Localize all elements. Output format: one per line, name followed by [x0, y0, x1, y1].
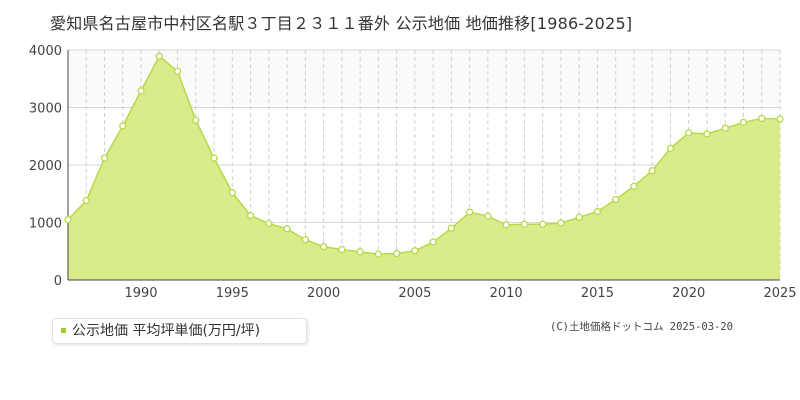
data-point-2013: [557, 219, 565, 227]
data-point-2022: [721, 124, 729, 132]
x-tick-label-2015: 2015: [581, 286, 614, 301]
data-point-2007: [447, 224, 456, 232]
data-point-2017: [630, 182, 638, 190]
legend: 公示地価 平均坪単価(万円/坪): [52, 318, 307, 344]
data-point-1986: [64, 215, 72, 224]
x-tick-label-2010: 2010: [490, 286, 523, 301]
data-point-2011: [520, 220, 529, 228]
data-point-1998: [283, 225, 291, 233]
series-line: [67, 55, 781, 255]
data-point-1995: [228, 188, 236, 197]
data-point-2015: [593, 207, 602, 216]
y-tick-label-1000: 1000: [29, 217, 62, 232]
data-point-1993: [192, 116, 200, 124]
data-point-1988: [100, 154, 109, 162]
x-tick-label-1995: 1995: [216, 286, 249, 301]
source-note: (C)土地価格ドットコム 2025-03-20: [550, 321, 734, 333]
x-tick-label-2005: 2005: [398, 286, 431, 301]
data-point-1994: [210, 154, 218, 162]
data-point-2020: [685, 129, 693, 137]
data-point-1989: [119, 122, 127, 130]
series-area: [68, 56, 780, 280]
data-point-2021: [703, 130, 711, 138]
legend-label: 公示地価 平均坪単価(万円/坪): [72, 323, 261, 339]
y-tick-label-2000: 2000: [29, 159, 62, 174]
data-point-2000: [319, 242, 328, 251]
data-point-1991: [155, 52, 163, 60]
data-point-1990: [137, 87, 145, 95]
data-point-2006: [429, 238, 437, 246]
y-tick-label-3000: 3000: [29, 102, 62, 117]
data-markers: [64, 52, 784, 258]
axes: [67, 50, 780, 281]
legend-marker: [61, 327, 66, 333]
data-point-2001: [338, 245, 346, 254]
tick-labels: 0 1000 2000 3000 4000 1990 1995 2000 2005 2010 201…: [29, 44, 797, 301]
data-point-2008: [465, 208, 474, 216]
data-point-2023: [739, 118, 748, 127]
data-point-2014: [575, 213, 583, 221]
data-point-2002: [356, 248, 364, 256]
data-point-1987: [82, 196, 90, 205]
data-point-2018: [648, 167, 656, 175]
data-point-2004: [392, 249, 401, 258]
data-point-2009: [484, 212, 492, 220]
x-tick-label-2000: 2000: [307, 286, 340, 301]
data-point-2019: [666, 144, 675, 152]
data-point-2005: [411, 247, 419, 255]
x-tick-label-2025: 2025: [763, 286, 796, 301]
data-point-2003: [374, 250, 383, 258]
data-point-2024: [758, 114, 766, 123]
data-point-1999: [301, 236, 309, 244]
chart-title: 愛知県名古屋市中村区名駅３丁目２３１１番外 公示地価 地価推移[1986-202…: [50, 14, 633, 33]
y-tick-label-4000: 4000: [29, 44, 62, 59]
y-tick-label-0: 0: [54, 274, 62, 289]
data-point-2010: [502, 221, 510, 229]
data-point-2025: [776, 115, 784, 123]
area-layer: [67, 55, 781, 280]
data-point-2016: [612, 195, 620, 204]
data-point-2012: [539, 220, 547, 228]
data-point-1992: [173, 67, 182, 75]
data-point-1996: [246, 211, 255, 220]
x-tick-label-2020: 2020: [672, 286, 705, 301]
data-point-1997: [265, 219, 273, 228]
x-tick-label-1990: 1990: [124, 286, 157, 301]
